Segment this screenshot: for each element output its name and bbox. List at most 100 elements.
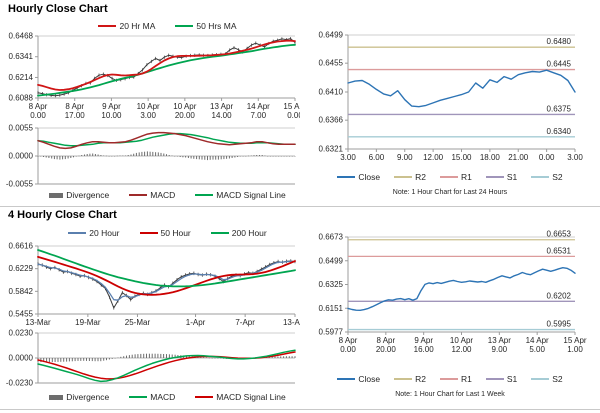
divergence-bar <box>171 354 173 358</box>
y-tick-label: 0.0230 <box>9 329 34 338</box>
divergence-bar <box>226 156 228 159</box>
divergence-bar <box>83 358 85 361</box>
y-tick-label: 0.6616 <box>9 242 34 251</box>
divergence-bar <box>97 154 99 156</box>
divergence-bar <box>89 153 91 156</box>
series-line-20-hour <box>37 260 296 301</box>
divergence-bar <box>84 154 85 156</box>
divergence-bar <box>204 156 206 160</box>
x-tick-label: 10.00 <box>101 111 122 120</box>
divergence-bar <box>208 357 210 359</box>
divergence-bar <box>126 355 127 358</box>
divergence-bar <box>88 358 90 361</box>
legend-line-swatch <box>139 232 158 234</box>
divergence-bar <box>135 152 137 156</box>
y-tick-label: 0.0000 <box>9 152 34 161</box>
divergence-bar <box>100 358 102 362</box>
divergence-bar <box>278 156 280 157</box>
divergence-bar <box>160 353 162 358</box>
legend-bar-swatch <box>49 192 64 198</box>
divergence-bar <box>239 156 241 157</box>
legend-label: 200 Hour <box>231 228 267 238</box>
y-tick-label: 0.6366 <box>319 116 344 125</box>
hourly-macd-legend: Divergence MACD MACD Signal Line <box>40 190 295 200</box>
divergence-bar <box>151 353 153 358</box>
y-tick-label: -0.0055 <box>6 180 34 189</box>
divergence-bar <box>119 155 121 156</box>
legend-line-swatch <box>337 176 356 178</box>
section-divider <box>0 206 600 207</box>
divergence-bar <box>74 358 76 362</box>
divergence-bar <box>51 358 53 363</box>
legend-label: S1 <box>506 374 518 384</box>
legend-item: Divergence <box>49 392 109 402</box>
divergence-bar <box>163 354 165 358</box>
divergence-bar <box>209 156 211 160</box>
divergence-bar <box>106 358 107 361</box>
legend-item: MACD Signal Line <box>195 190 286 200</box>
legend-line-swatch <box>195 194 214 196</box>
legend-label: Divergence <box>66 392 110 402</box>
divergence-bar <box>168 354 170 358</box>
divergence-bar <box>215 156 217 160</box>
bottom-divider <box>0 409 600 410</box>
series-line-50-hrs-ma <box>37 43 296 97</box>
legend-item: R2 <box>394 374 426 384</box>
divergence-bar <box>237 156 239 157</box>
x-tick-label: 21.00 <box>508 153 529 162</box>
divergence-bar <box>228 156 230 159</box>
x-tick-label: 8 Apr <box>339 336 358 345</box>
legend-line-swatch <box>439 378 458 380</box>
legend-item: S1 <box>485 374 518 384</box>
divergence-bar <box>166 154 167 156</box>
ref-line-label: 0.6375 <box>547 104 572 113</box>
divergence-bar <box>59 156 61 160</box>
divergence-bar <box>57 358 59 362</box>
x-tick-label: 0.00 <box>340 345 356 354</box>
series-line-50-hour <box>37 255 296 296</box>
legend-label: MACD Signal Line <box>216 190 286 200</box>
divergence-bar <box>201 156 203 160</box>
x-tick-label: 13-Apr <box>283 318 300 327</box>
divergence-bar <box>68 358 70 362</box>
series-line-close <box>347 267 576 311</box>
hourly-sr-note: Note: 1 Hour Chart for Last 24 Hours <box>392 189 508 196</box>
legend-item: Close <box>337 172 380 182</box>
divergence-bar <box>111 156 113 157</box>
divergence-bar <box>100 155 102 156</box>
divergence-bar <box>103 358 105 361</box>
weekly-support-resistance-chart: 0.6673 0.6499 0.6325 0.6151 0.5977 0.6653 0.65… <box>319 230 587 354</box>
divergence-bar <box>75 156 77 157</box>
divergence-bar <box>272 156 274 157</box>
divergence-bar <box>174 156 176 157</box>
divergence-bar <box>174 354 176 358</box>
divergence-bar <box>86 358 87 361</box>
divergence-bar <box>242 156 244 157</box>
legend-item: MACD Signal Line <box>195 392 286 402</box>
divergence-bar <box>274 356 276 358</box>
divergence-bar <box>53 156 55 160</box>
divergence-bar <box>256 155 258 156</box>
legend-line-swatch <box>175 25 194 27</box>
divergence-bar <box>220 358 222 359</box>
ref-line-label: 0.6445 <box>547 60 572 69</box>
x-tick-label: 0.00 <box>287 111 300 120</box>
x-tick-label: 20.00 <box>175 111 196 120</box>
legend-line-swatch <box>485 176 504 178</box>
x-tick-label: 12.00 <box>423 153 444 162</box>
divergence-bar <box>176 156 178 157</box>
legend-label: S2 <box>552 172 563 182</box>
x-tick-label: 3.00 <box>567 153 583 162</box>
divergence-bar <box>78 155 80 157</box>
divergence-bar <box>277 356 279 358</box>
y-tick-label: 0.6468 <box>9 32 34 41</box>
legend-item: MACD <box>129 392 175 402</box>
divergence-bar <box>148 353 150 358</box>
legend-label: S1 <box>506 172 518 182</box>
legend-item: MACD <box>129 190 175 200</box>
divergence-bar <box>160 152 162 156</box>
x-tick-label: 8 Apr <box>29 102 48 111</box>
divergence-bar <box>125 155 126 156</box>
